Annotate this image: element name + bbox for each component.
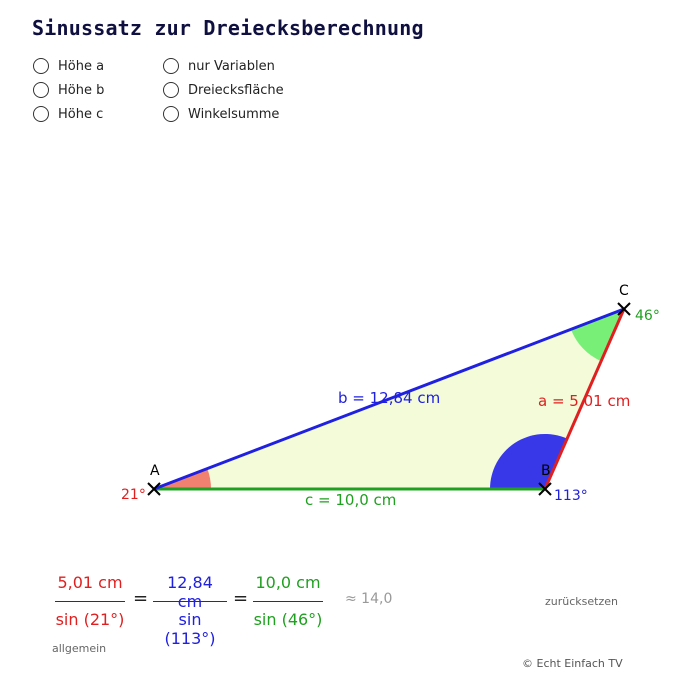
side-a[interactable]: [543, 308, 626, 490]
option-label: Höhe b: [58, 82, 105, 98]
fraction-a-numerator: 5,01 cm: [57, 573, 123, 592]
option-hoehe-c[interactable]: Höhe c: [33, 106, 103, 122]
fraction-c: 10,0 cm sin (46°): [253, 573, 323, 629]
vertex-label-b: B: [541, 463, 551, 479]
fraction-c-numerator: 10,0 cm: [255, 573, 321, 592]
radio-icon[interactable]: [163, 82, 179, 98]
side-label-a: a = 5,01 cm: [538, 392, 630, 410]
equals-sign: =: [233, 588, 249, 609]
angle-label-a: 21°: [121, 487, 146, 503]
fraction-bar: [55, 601, 125, 602]
page-title: Sinussatz zur Dreiecksberechnung: [32, 16, 424, 40]
vertex-label-c: C: [619, 283, 629, 299]
option-label: Winkelsumme: [188, 106, 280, 122]
vertex-b-cross[interactable]: [538, 482, 552, 496]
option-winkelsumme[interactable]: Winkelsumme: [163, 106, 279, 122]
side-b[interactable]: [153, 307, 625, 491]
fraction-bar: [253, 601, 323, 602]
copyright-text: © Echt Einfach TV: [522, 657, 623, 670]
approx-result: ≈ 14,0: [345, 591, 393, 607]
option-dreiecksflaeche[interactable]: Dreiecksfläche: [163, 82, 284, 98]
option-hoehe-b[interactable]: Höhe b: [33, 82, 104, 98]
radio-icon[interactable]: [33, 106, 49, 122]
radio-icon[interactable]: [163, 106, 179, 122]
option-label: Höhe c: [58, 106, 104, 122]
side-label-b: b = 12,84 cm: [338, 389, 440, 407]
side-label-c: c = 10,0 cm: [305, 491, 396, 509]
fraction-b: 12,84 cm sin (113°): [153, 573, 227, 648]
fraction-bar: [153, 601, 227, 602]
radio-icon[interactable]: [33, 82, 49, 98]
option-hoehe-a[interactable]: Höhe a: [33, 58, 104, 74]
fraction-b-numerator: 12,84 cm: [167, 573, 213, 611]
vertex-a-cross[interactable]: [147, 482, 161, 496]
general-toggle[interactable]: allgemein: [52, 642, 107, 655]
fraction-c-denominator: sin (46°): [253, 610, 323, 629]
fraction-a: 5,01 cm sin (21°): [55, 573, 125, 629]
option-label: nur Variablen: [188, 58, 275, 74]
reset-button[interactable]: zurücksetzen: [545, 595, 618, 608]
vertex-c-cross[interactable]: [617, 302, 631, 316]
option-label: Höhe a: [58, 58, 105, 74]
radio-icon[interactable]: [33, 58, 49, 74]
option-nur-variablen[interactable]: nur Variablen: [163, 58, 275, 74]
vertex-label-a: A: [150, 463, 160, 479]
fraction-a-denominator: sin (21°): [55, 610, 125, 629]
angle-label-c: 46°: [635, 308, 660, 324]
radio-icon[interactable]: [163, 58, 179, 74]
option-label: Dreiecksfläche: [188, 82, 284, 98]
equals-sign: =: [133, 588, 149, 609]
angle-sector-c: [571, 309, 624, 362]
angle-label-b: 113°: [554, 488, 588, 504]
angle-sector-b: [490, 433, 568, 489]
fraction-b-denominator: sin (113°): [164, 610, 216, 648]
